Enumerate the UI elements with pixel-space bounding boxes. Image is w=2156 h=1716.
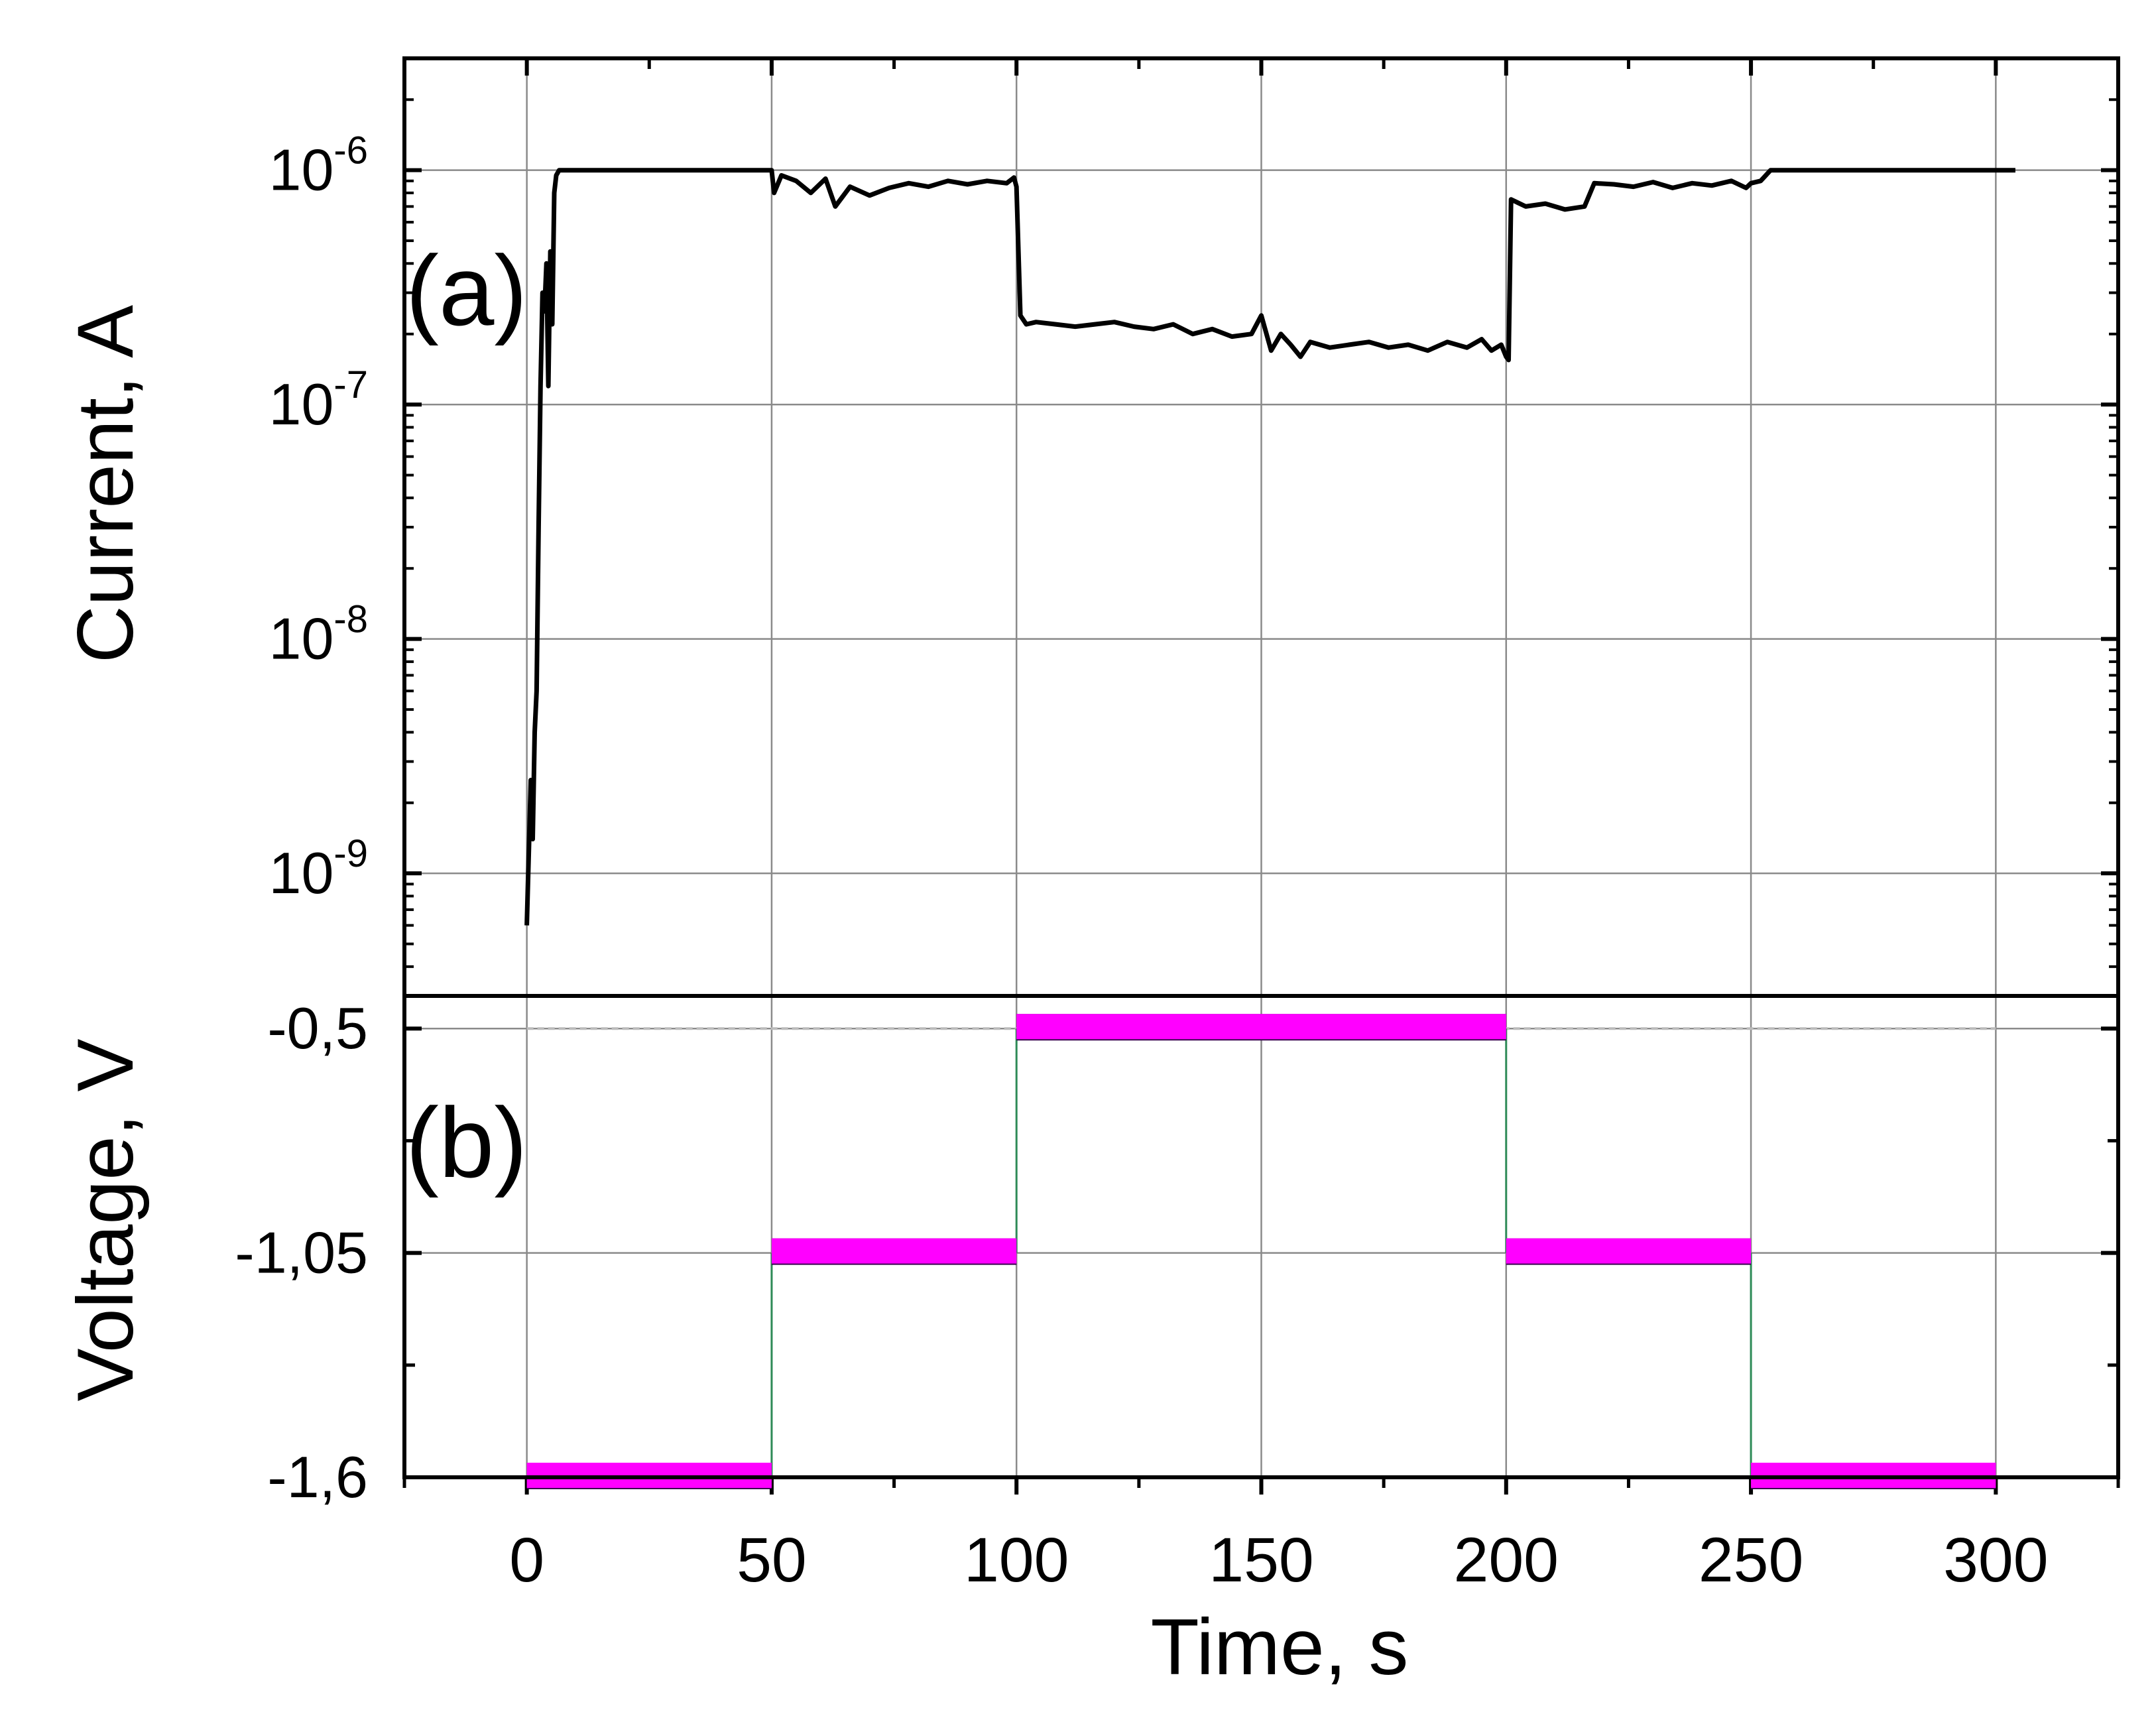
y-tick-base: 10 [269,840,334,906]
x-tick-label: 200 [1454,1525,1559,1595]
x-tick-label: 250 [1699,1525,1804,1595]
x-axis-title: Time, s [1151,1603,1409,1691]
grid-panel-b [404,996,2118,1479]
y-tick-labels-panel-b: -0,5 -1,05 -1,6 [235,995,368,1510]
y-tick-label: 10-7 [269,363,368,437]
y-axis-title-current: Current, A [61,305,150,663]
y-tick-exponent: -7 [333,363,368,406]
y-tick-labels-panel-a: 10-610-710-810-9 [269,129,368,906]
panel-label-a: (a) [406,235,527,346]
x-tick-label: 0 [509,1525,544,1595]
y-tick-exponent: -9 [333,832,368,875]
voltage-bar [1506,1238,1752,1264]
current-trace-line [524,168,2015,926]
x-tick-label: 150 [1209,1525,1314,1595]
x-tick-label: 100 [964,1525,1069,1595]
x-tick-label: 300 [1943,1525,2049,1595]
y-axis-title-voltage: Voltage, V [61,1038,150,1401]
y-tick-label: 10-6 [269,129,368,203]
grid-panel-a [404,58,2118,996]
y-tick-label: 10-8 [269,598,368,672]
data-panel-a [524,168,2015,926]
panel-label-b: (b) [406,1087,527,1198]
y-tick-label: -1,6 [267,1444,368,1510]
y-tick-base: 10 [269,137,334,203]
y-tick-exponent: -6 [333,129,368,172]
y-tick-label: 10-9 [269,832,368,906]
voltage-bar [771,1238,1017,1264]
y-tick-exponent: -8 [333,598,368,641]
y-tick-base: 10 [269,371,334,437]
panel-b-frame [402,994,2120,1479]
voltage-bar [1016,1014,1506,1040]
x-tick-labels: 0 50 100 150 200 250 300 [509,1525,2048,1595]
y-tick-label: -0,5 [267,995,368,1061]
y-tick-base: 10 [269,606,334,672]
x-tick-label: 50 [737,1525,807,1595]
y-tick-label: -1,05 [235,1220,368,1286]
